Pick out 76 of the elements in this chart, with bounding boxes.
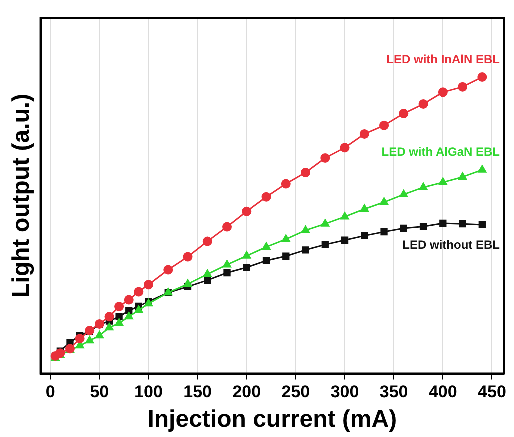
- point: [262, 242, 271, 250]
- series-label: LED without EBL: [402, 238, 500, 252]
- point: [86, 336, 94, 344]
- series-label: LED with AlGaN EBL: [382, 145, 500, 160]
- point: [301, 168, 311, 178]
- point: [243, 264, 250, 272]
- x-tick-label: 250: [282, 382, 310, 402]
- x-tick-label: 50: [90, 382, 110, 402]
- point: [478, 221, 486, 229]
- x-tick-label: 350: [380, 382, 408, 402]
- x-axis-title: Injection current (mA): [148, 406, 398, 434]
- point: [459, 220, 466, 228]
- point: [380, 198, 388, 206]
- point: [340, 143, 350, 153]
- point: [242, 206, 252, 216]
- point: [438, 178, 448, 186]
- point: [360, 204, 369, 212]
- point: [134, 287, 144, 297]
- point: [458, 172, 467, 180]
- point: [223, 260, 232, 268]
- x-tick-label: 400: [428, 382, 458, 402]
- point: [164, 265, 174, 275]
- point: [340, 212, 350, 220]
- x-tick-label: 200: [232, 382, 262, 402]
- point: [478, 72, 488, 82]
- x-tick-label: 450: [478, 382, 506, 402]
- point: [302, 246, 310, 254]
- y-axis-title: Light output (a.u.): [8, 94, 36, 298]
- point: [380, 120, 390, 130]
- x-tick-label: 150: [184, 382, 212, 402]
- point: [262, 192, 272, 202]
- point: [440, 220, 447, 228]
- point: [203, 270, 212, 278]
- point: [282, 234, 290, 242]
- point: [105, 323, 114, 331]
- point: [400, 224, 408, 232]
- point: [282, 252, 290, 260]
- point: [399, 109, 409, 119]
- x-tick-label: 100: [134, 382, 163, 402]
- point: [458, 82, 468, 92]
- x-tick-label: 300: [330, 382, 360, 402]
- point: [242, 251, 252, 259]
- point: [184, 280, 192, 288]
- point: [115, 318, 124, 326]
- point: [262, 257, 270, 264]
- point: [302, 226, 310, 234]
- point: [202, 236, 212, 246]
- point: [124, 295, 134, 305]
- point: [281, 179, 291, 189]
- point: [114, 302, 124, 312]
- point: [224, 269, 231, 277]
- point: [400, 190, 408, 198]
- point: [116, 313, 123, 320]
- point: [183, 252, 193, 262]
- point: [438, 88, 448, 98]
- point: [104, 312, 114, 322]
- x-tick-label: 0: [46, 382, 56, 402]
- point: [420, 223, 428, 230]
- point: [204, 276, 212, 284]
- point: [95, 331, 104, 339]
- point: [75, 334, 85, 344]
- point: [222, 222, 232, 232]
- point: [478, 165, 487, 173]
- point: [321, 219, 330, 227]
- point: [341, 236, 349, 244]
- point: [134, 306, 144, 314]
- point: [361, 232, 368, 240]
- point: [124, 312, 134, 320]
- point: [360, 129, 370, 139]
- point: [322, 241, 329, 248]
- point: [418, 100, 428, 110]
- point: [419, 182, 428, 190]
- point: [380, 228, 388, 236]
- point: [320, 153, 330, 163]
- point: [144, 280, 154, 290]
- series-label: LED with InAlN EBL: [386, 52, 500, 66]
